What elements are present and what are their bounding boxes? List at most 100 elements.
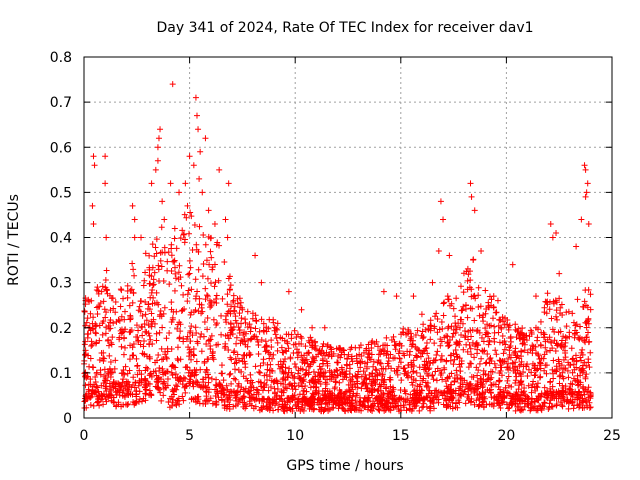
data-point [324,362,331,369]
data-point [203,341,210,348]
data-point [232,392,239,399]
data-point [535,393,542,400]
data-point [582,375,589,382]
data-point [472,382,479,389]
data-point [248,335,255,342]
data-point [303,397,310,404]
data-point [353,352,360,359]
data-point [537,318,544,325]
data-point [369,370,376,377]
data-point [195,126,202,133]
data-point [583,371,590,378]
data-point [247,328,254,335]
data-point [527,405,534,412]
data-point [128,384,135,391]
x-tick-label: 5 [185,428,194,444]
data-point [587,389,594,396]
data-point [563,398,570,405]
data-point [158,356,165,363]
data-point [419,328,426,335]
data-point [360,380,367,387]
data-point [96,402,103,409]
data-point [169,314,176,321]
data-point [282,384,289,391]
data-point [420,400,427,407]
data-point [347,377,354,384]
data-point [168,345,175,352]
data-point [157,308,164,315]
data-point [138,371,145,378]
data-point [291,360,298,367]
data-point [124,282,131,289]
data-point [559,387,566,394]
data-point [477,375,484,382]
data-point [198,348,205,355]
data-point [218,396,225,403]
data-point [246,321,253,328]
y-tick-label: 0.1 [50,366,72,382]
data-point [378,348,385,355]
data-point [349,358,356,365]
data-point [513,391,520,398]
data-point [90,402,97,409]
data-point [441,366,448,373]
data-point [486,356,493,363]
data-point [574,382,581,389]
data-point [397,386,404,393]
data-point [423,393,430,400]
data-point [176,334,183,341]
data-point [200,261,207,268]
data-point [426,405,433,412]
data-point [216,166,223,173]
data-point [174,397,181,404]
data-point [174,398,181,405]
data-point [291,327,298,334]
data-point [142,386,149,393]
data-point [105,370,112,377]
data-point [306,402,313,409]
data-point [387,383,394,390]
data-point [461,377,468,384]
data-point [396,341,403,348]
data-point [242,401,249,408]
data-point [187,373,194,380]
data-point [467,277,474,284]
data-point [313,383,320,390]
data-point [351,406,358,413]
data-point [255,341,262,348]
data-point [424,350,431,357]
data-point [178,282,185,289]
data-point [411,391,418,398]
data-point [292,402,299,409]
data-point [504,377,511,384]
data-point [502,384,509,391]
data-point [205,397,212,404]
data-point [202,285,209,292]
y-tick-label: 0.3 [50,276,72,292]
data-point [90,153,97,160]
data-point [199,189,206,196]
data-point [326,367,333,374]
data-point [460,346,467,353]
data-point [410,363,417,370]
data-point [370,358,377,365]
data-point [101,373,108,380]
data-point [234,388,241,395]
data-point [341,390,348,397]
data-point [101,366,108,373]
data-point [220,386,227,393]
data-point [298,306,305,313]
data-point [527,327,534,334]
data-point [512,400,519,407]
data-point [162,351,169,358]
data-point [521,347,528,354]
data-point [230,292,237,299]
data-point [452,313,459,320]
data-point [169,362,176,369]
data-point [577,372,584,379]
data-point [228,356,235,363]
data-point [512,377,519,384]
data-point [147,370,154,377]
data-point [185,369,192,376]
data-point [476,396,483,403]
